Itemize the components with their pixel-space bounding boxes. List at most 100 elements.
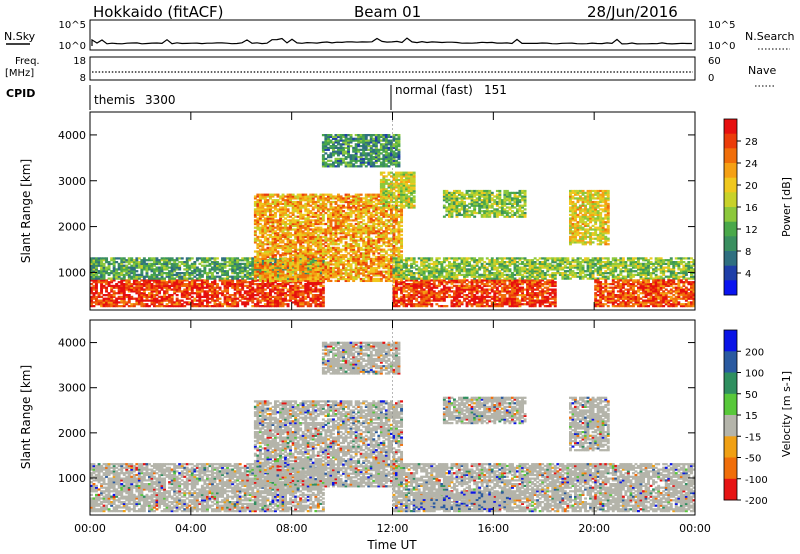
- echo-cell: [261, 261, 264, 263]
- echo-cell: [267, 252, 270, 254]
- echo-cell: [289, 197, 292, 199]
- echo-cell: [241, 257, 244, 259]
- echo-cell: [115, 298, 118, 300]
- echo-cell: [201, 257, 204, 259]
- echo-cell: [289, 285, 292, 287]
- echo-cell: [287, 258, 290, 260]
- echo-cell: [292, 294, 295, 296]
- echo-cell: [188, 289, 191, 291]
- echo-cell: [241, 278, 244, 280]
- echo-cell: [299, 247, 302, 249]
- echo-cell: [130, 265, 133, 267]
- echo-cell: [176, 289, 179, 291]
- echo-cell: [277, 232, 280, 234]
- echo-cell: [181, 294, 184, 296]
- echo-cell: [267, 274, 270, 276]
- nsky-panel: N.Sky 10^5 10^0 10^5 10^0 N.Search: [4, 20, 795, 52]
- echo-cell: [216, 300, 219, 302]
- echo-cell: [214, 257, 217, 259]
- echo-cell: [98, 276, 101, 278]
- echo-cell: [115, 272, 118, 274]
- echo-cell: [302, 272, 305, 274]
- echo-cell: [259, 305, 262, 307]
- echo-cell: [140, 292, 143, 294]
- echo-cell: [279, 263, 282, 265]
- echo-cell: [234, 300, 237, 302]
- echo-cell: [140, 294, 143, 296]
- echo-cell: [272, 210, 275, 212]
- echo-cell: [214, 294, 217, 296]
- echo-cell: [125, 261, 128, 263]
- echo-cell: [259, 272, 262, 274]
- echo-cell: [183, 268, 186, 270]
- echo-cell: [272, 280, 275, 282]
- echo-cell: [319, 289, 322, 291]
- echo-cell: [299, 290, 302, 292]
- echo-cell: [251, 300, 254, 302]
- echo-cell: [115, 292, 118, 294]
- echo-cell: [120, 283, 123, 285]
- echo-cell: [256, 247, 259, 249]
- echo-cell: [294, 228, 297, 230]
- echo-cell: [203, 261, 206, 263]
- echo-cell: [319, 301, 322, 303]
- echo-cell: [143, 276, 146, 278]
- echo-cell: [95, 257, 98, 259]
- echo-cell: [186, 283, 189, 285]
- echo-cell: [135, 261, 138, 263]
- echo-cell: [302, 245, 305, 247]
- echo-cell: [246, 298, 249, 300]
- echo-cell: [249, 289, 252, 291]
- echo-cell: [110, 285, 113, 287]
- echo-cell: [209, 298, 212, 300]
- echo-cell: [309, 287, 312, 289]
- echo-cell: [282, 274, 285, 276]
- echo-cell: [93, 267, 96, 269]
- echo-cell: [156, 283, 159, 285]
- echo-cell: [249, 272, 252, 274]
- echo-cell: [274, 269, 277, 271]
- echo-cell: [267, 216, 270, 218]
- echo-cell: [231, 305, 234, 307]
- echo-cell: [118, 263, 121, 265]
- echo-cell: [269, 257, 272, 259]
- echo-cell: [277, 225, 280, 227]
- echo-cell: [166, 267, 169, 269]
- echo-cell: [261, 208, 264, 210]
- echo-cell: [292, 261, 295, 263]
- echo-cell: [241, 267, 244, 269]
- echo-cell: [135, 298, 138, 300]
- echo-cell: [156, 267, 159, 269]
- echo-cell: [256, 252, 259, 254]
- echo-cell: [171, 257, 174, 259]
- echo-cell: [282, 245, 285, 247]
- cpid-segment-2-code: 151: [484, 83, 507, 97]
- echo-cell: [226, 296, 229, 298]
- echo-cell: [166, 272, 169, 274]
- echo-cell: [133, 278, 136, 280]
- echo-cell: [214, 283, 217, 285]
- echo-cell: [267, 305, 270, 307]
- nsky-trace: [92, 38, 692, 46]
- echo-cell: [125, 267, 128, 269]
- echo-cell: [269, 267, 272, 269]
- echo-cell: [269, 197, 272, 199]
- echo-cell: [282, 239, 285, 241]
- echo-cell: [188, 294, 191, 296]
- echo-cell: [272, 206, 275, 208]
- echo-cell: [249, 300, 252, 302]
- echo-cell: [209, 276, 212, 278]
- echo-cell: [299, 236, 302, 238]
- echo-cell: [294, 252, 297, 254]
- echo-cell: [171, 300, 174, 302]
- echo-cell: [259, 197, 262, 199]
- echo-cell: [261, 247, 264, 249]
- echo-cell: [264, 280, 267, 282]
- echo-cell: [279, 283, 282, 285]
- echo-cell: [289, 225, 292, 227]
- echo-cell: [234, 276, 237, 278]
- echo-cell: [274, 227, 277, 229]
- echo-cell: [302, 269, 305, 271]
- echo-cell: [148, 257, 151, 259]
- echo-cell: [304, 252, 307, 254]
